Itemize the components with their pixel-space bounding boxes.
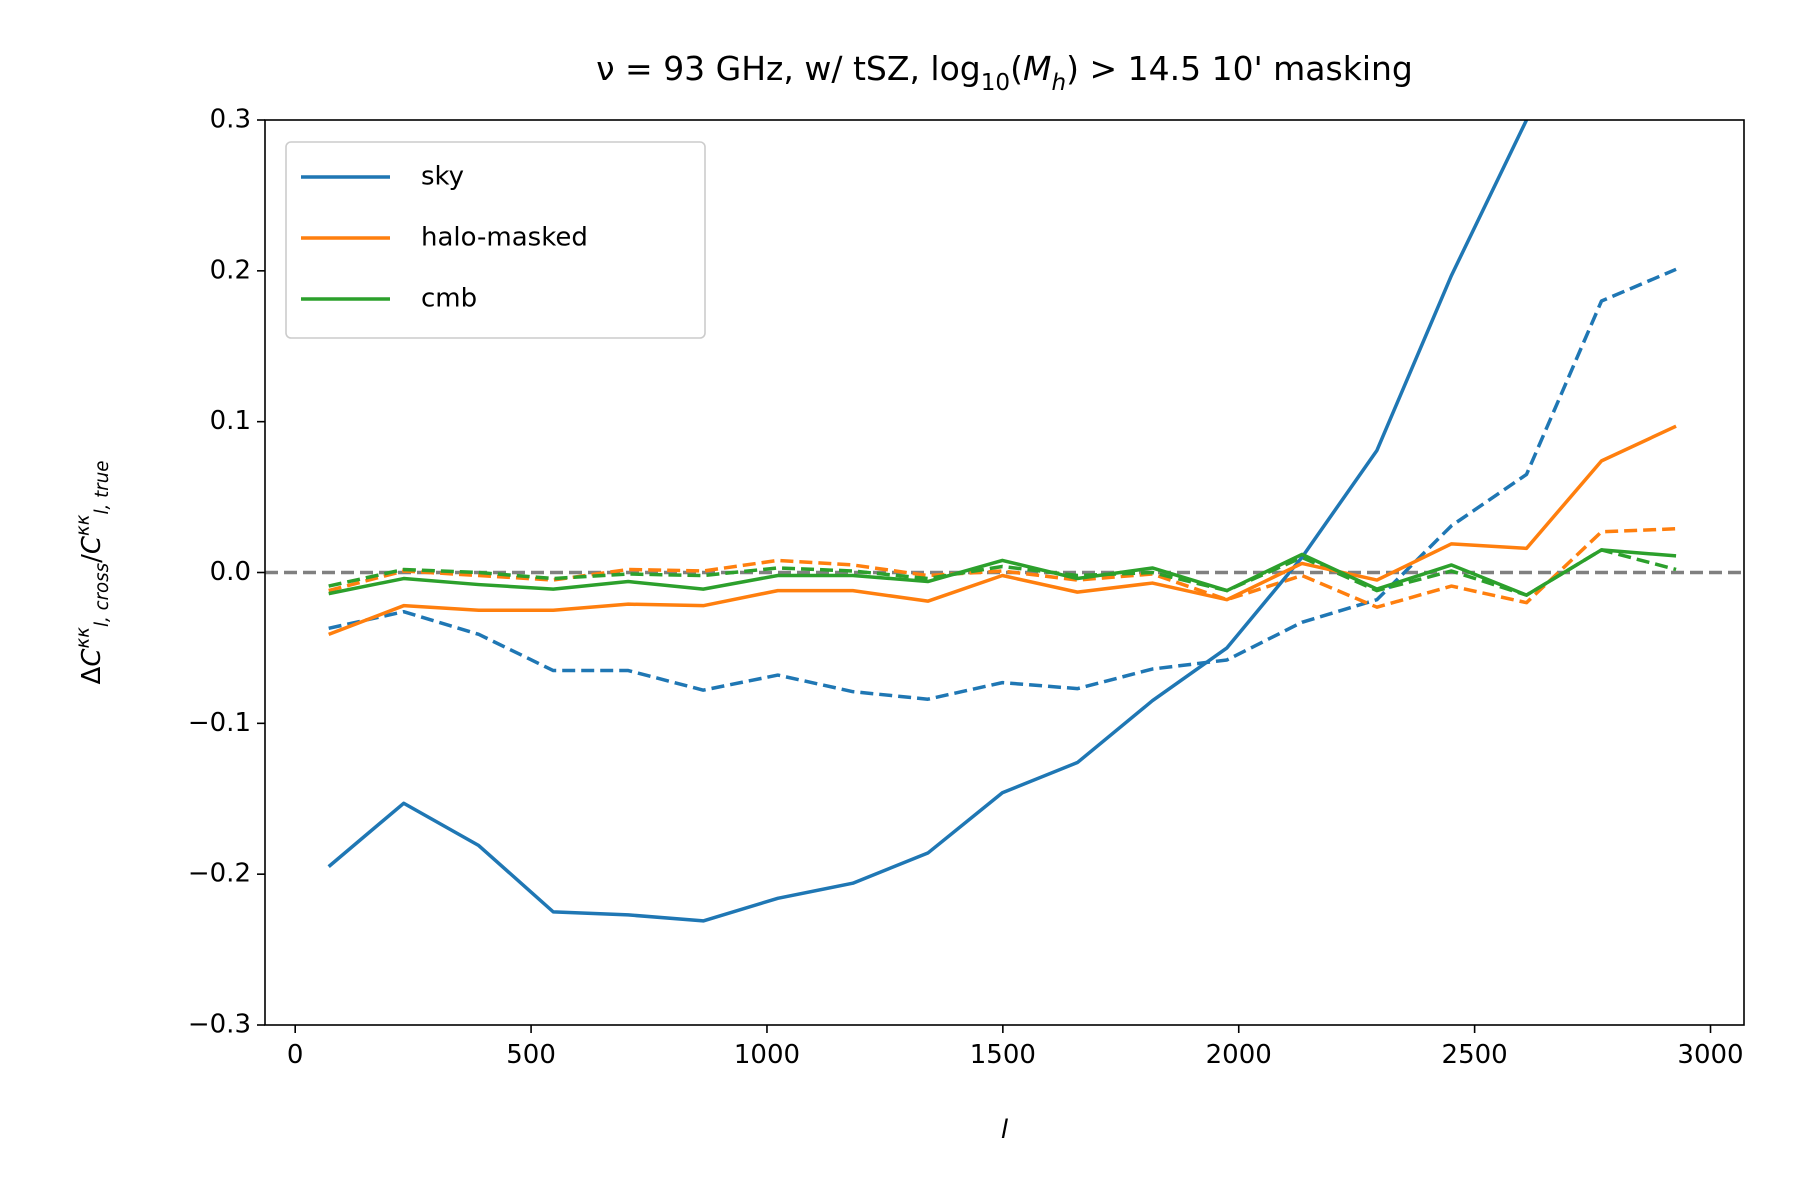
series-line xyxy=(327,120,1529,923)
y-tick-label: 0.1 xyxy=(210,406,251,436)
y-tick-label: 0.0 xyxy=(210,557,251,587)
y-axis-label: ΔCκκl, cross/Cκκl, true xyxy=(72,461,113,685)
text-part: κκ xyxy=(72,627,93,649)
text-part: Δ xyxy=(77,666,107,684)
text-part: M xyxy=(1023,49,1051,88)
series-line xyxy=(328,548,1677,597)
legend-label: cmb xyxy=(421,284,477,314)
legend-label: halo-masked xyxy=(421,223,588,253)
series-line-dashed xyxy=(328,548,1677,597)
x-tick-label: 3000 xyxy=(1677,1040,1743,1070)
text-part: κκ xyxy=(72,514,93,536)
x-axis-label: l xyxy=(1001,1115,1009,1145)
x-tick-label: 2500 xyxy=(1442,1040,1508,1070)
text-part: C xyxy=(77,648,107,667)
y-tick-label: −0.1 xyxy=(188,708,251,738)
text-part: l, true xyxy=(92,461,113,515)
x-tick-label: 2000 xyxy=(1206,1040,1272,1070)
text-part: C xyxy=(77,535,107,554)
text-part: ( xyxy=(1010,49,1023,88)
axes: 0 500 1000 1500 2000 2500 3000 −0.3 −0.2 −0.1 0.0 0… xyxy=(188,105,1744,1071)
legend: sky halo-masked cmb xyxy=(285,141,706,339)
x-tick-label: 1500 xyxy=(970,1040,1036,1070)
text-part: l, cross xyxy=(92,562,113,627)
x-tick-label: 500 xyxy=(506,1040,556,1070)
text-part: 10 xyxy=(981,70,1010,96)
plot-area xyxy=(265,120,1744,923)
text-part: / xyxy=(77,554,107,563)
y-tick-label: 0.3 xyxy=(210,105,251,135)
text-part: ν = 93 GHz, w/ tSZ, log xyxy=(596,49,981,88)
x-tick-label: 0 xyxy=(287,1040,304,1070)
y-tick-label: −0.3 xyxy=(188,1010,251,1040)
legend-box xyxy=(285,141,706,339)
series-line xyxy=(328,424,1677,636)
y-tick-label: −0.2 xyxy=(188,859,251,889)
chart-title: ν = 93 GHz, w/ tSZ, log10(Mh) > 14.5 10'… xyxy=(596,49,1413,96)
y-tick-label: 0.2 xyxy=(210,255,251,285)
legend-label: sky xyxy=(421,162,464,192)
series-line-dashed xyxy=(328,267,1677,701)
x-tick-label: 1000 xyxy=(734,1040,800,1070)
series-line-dashed xyxy=(328,527,1677,609)
text-part: ) > 14.5 10' masking xyxy=(1066,49,1413,88)
text-part: h xyxy=(1051,70,1066,96)
